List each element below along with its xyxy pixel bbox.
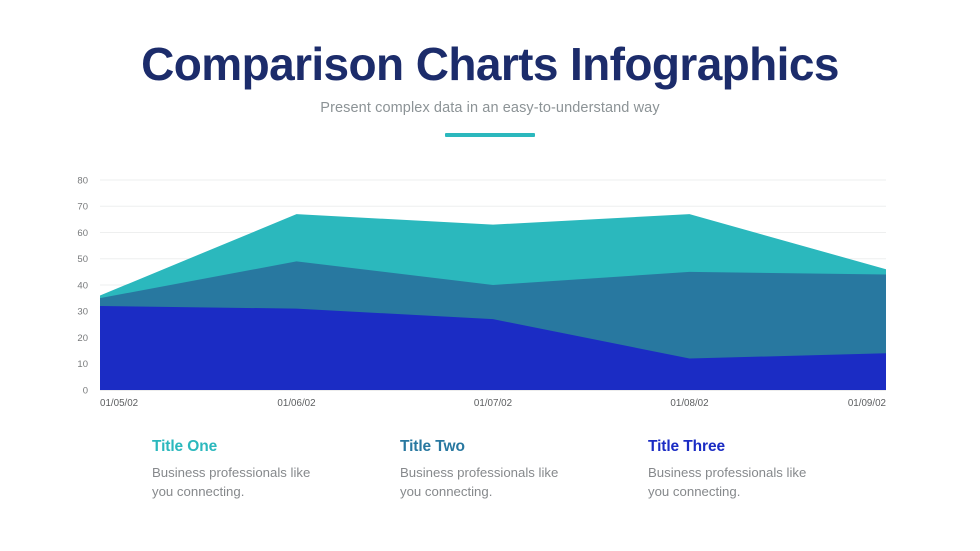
x-axis-tick-label: 01/07/02 [474,398,512,408]
x-axis-tick-label: 01/09/02 [848,398,886,408]
legend-footer: Title One Business professionals like yo… [0,438,980,501]
x-axis-tick-label: 01/05/02 [100,398,138,408]
title-divider [445,133,535,138]
chart-x-axis-labels: 01/05/02 01/06/02 01/07/02 01/08/02 01/09/02 [100,398,886,408]
legend-desc-three: Business professionals like you connecti… [648,465,807,499]
y-axis-tick-label: 60 [77,228,88,239]
legend-column: Title Three Business professionals like … [648,438,896,501]
page-subtitle: Present complex data in an easy-to-under… [320,100,660,117]
y-axis-tick-label: 50 [77,254,88,265]
slide-header: Comparison Charts Infographics Present c… [0,0,980,138]
x-axis-tick-label: 01/08/02 [670,398,708,408]
chart-areas [100,214,886,390]
x-axis-tick-label: 01/06/02 [277,398,315,408]
legend-column: Title Two Business professionals like yo… [400,438,648,501]
legend-column: Title One Business professionals like yo… [152,438,400,501]
page-title: Comparison Charts Infographics [141,38,839,90]
legend-title-two: Title Two [400,438,465,455]
chart-svg: 0 10 20 30 40 50 60 70 80 01/05/02 01/06/02 01/07/… [77,175,886,408]
legend-desc-two: Business professionals like you connecti… [400,465,559,499]
y-axis-tick-label: 40 [77,280,88,291]
legend-title-three: Title Three [648,438,725,455]
y-axis-tick-label: 20 [77,333,88,344]
y-axis-tick-label: 0 [83,385,88,396]
area-series-title-three [100,306,886,390]
y-axis-tick-label: 10 [77,359,88,370]
legend-desc-one: Business professionals like you connecti… [152,465,311,499]
legend-title-one: Title One [152,438,218,455]
y-axis-tick-label: 80 [77,175,88,186]
chart-y-axis-labels: 0 10 20 30 40 50 60 70 80 [77,175,88,396]
y-axis-tick-label: 30 [77,307,88,318]
y-axis-tick-label: 70 [77,202,88,213]
stacked-area-chart: 0 10 20 30 40 50 60 70 80 01/05/02 01/06/02 01/07/… [0,168,980,408]
